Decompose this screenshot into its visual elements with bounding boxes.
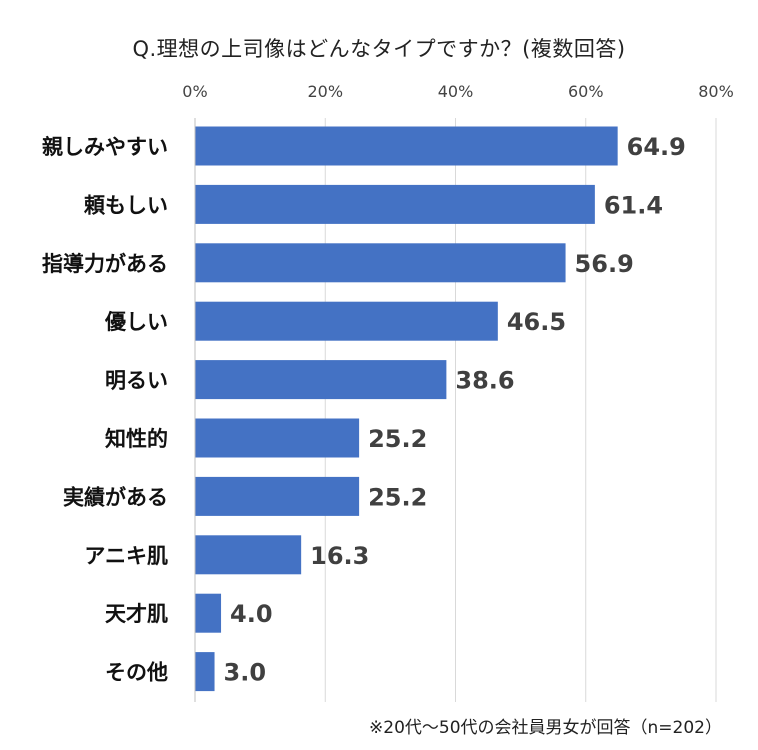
bar	[195, 184, 595, 224]
bar	[195, 476, 360, 516]
x-tick-labels: 0% 20% 40% 60% 80%	[182, 82, 733, 101]
category-label: 優しい	[104, 310, 168, 334]
category-label: 親しみやすい	[42, 135, 168, 159]
value-labels: 64.9 61.4 56.9 46.5 38.6 25.2 25.2 16.3 4.0 3.0	[224, 133, 686, 687]
bar	[195, 418, 360, 458]
chart-title: Q.理想の上司像はどんなタイプですか？(複数回答)	[132, 37, 626, 61]
x-tick-label: 0%	[182, 82, 207, 101]
bar	[195, 301, 498, 341]
value-label: 56.9	[575, 250, 634, 278]
x-tick-label: 60%	[568, 82, 604, 101]
value-label: 46.5	[507, 308, 566, 336]
category-label: 指導力がある	[42, 252, 168, 276]
category-label: 天才肌	[105, 602, 168, 626]
bar	[195, 535, 302, 575]
bars	[195, 126, 618, 692]
bar	[195, 593, 222, 633]
category-label: アニキ肌	[84, 544, 168, 568]
x-tick-label: 20%	[307, 82, 343, 101]
value-label: 4.0	[230, 600, 273, 628]
x-tick-label: 40%	[438, 82, 474, 101]
x-tick-label: 80%	[698, 82, 734, 101]
category-label: その他	[105, 661, 168, 685]
bar	[195, 243, 566, 283]
bar	[195, 126, 618, 166]
value-label: 25.2	[368, 425, 427, 453]
value-label: 25.2	[368, 483, 427, 511]
category-label: 頼もしい	[84, 193, 168, 217]
category-label: 実績がある	[63, 485, 168, 509]
value-label: 3.0	[224, 659, 267, 687]
value-label: 38.6	[455, 367, 514, 395]
value-label: 16.3	[310, 542, 369, 570]
category-label: 明るい	[105, 369, 168, 393]
value-label: 64.9	[627, 133, 686, 161]
category-label: 知性的	[105, 427, 168, 451]
bar	[195, 652, 215, 692]
footnote: ※20代～50代の会社員男女が回答（n=202）	[369, 718, 722, 738]
value-label: 61.4	[604, 191, 663, 219]
bar	[195, 360, 447, 400]
